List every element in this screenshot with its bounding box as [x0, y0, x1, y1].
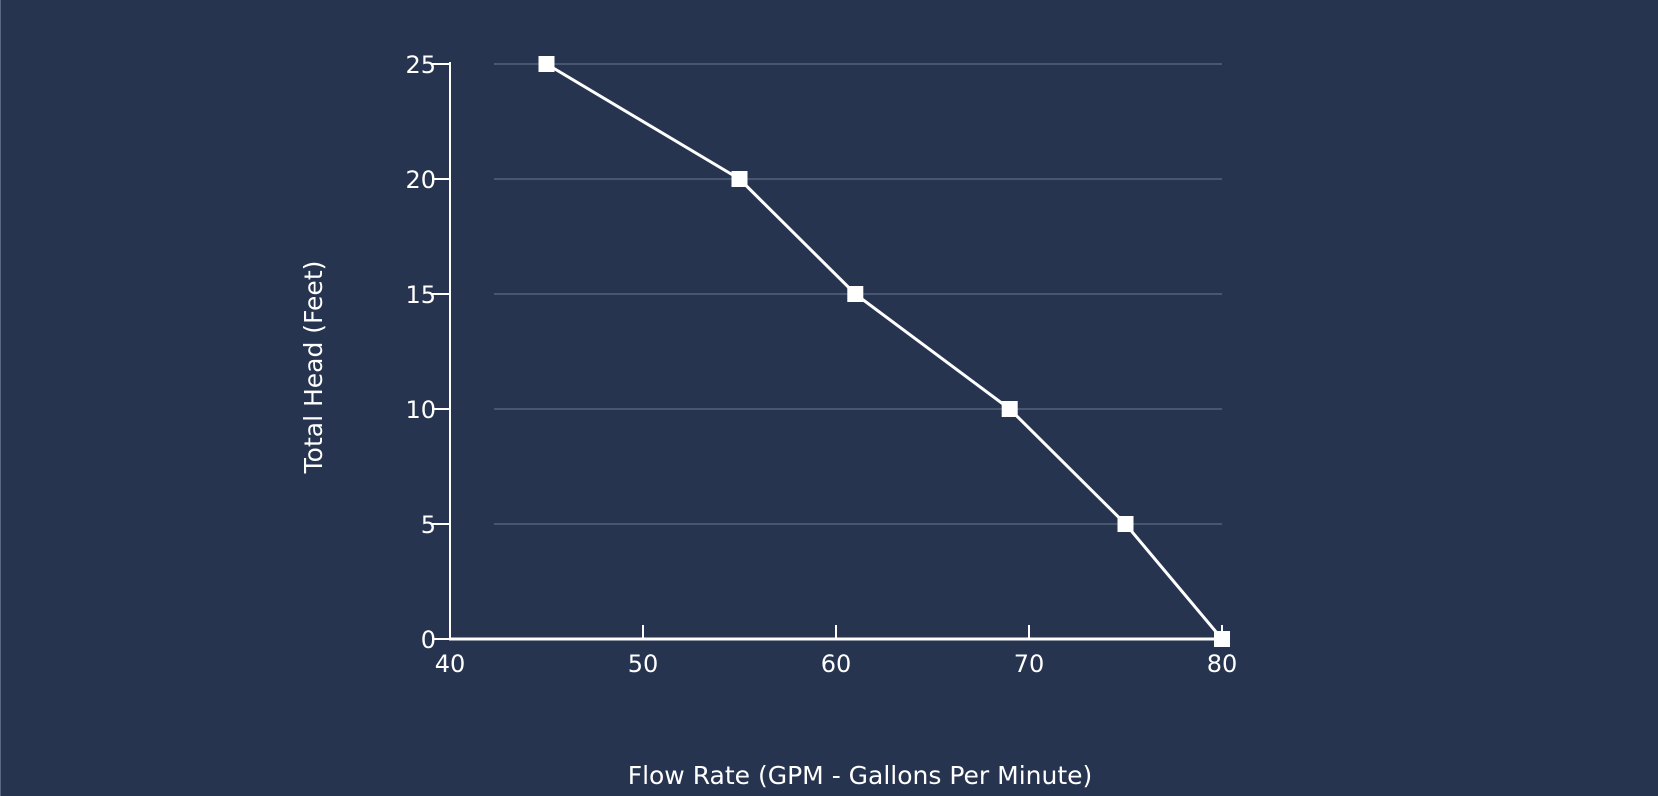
y-axis-title: Total Head (Feet): [299, 261, 328, 475]
y-tick-label-25: 25: [405, 51, 436, 79]
y-tick-label-15: 15: [405, 281, 436, 309]
x-axis-title: Flow Rate (GPM - Gallons Per Minute): [628, 761, 1093, 790]
x-tick-label-60: 60: [821, 650, 852, 678]
y-tick-label-20: 20: [405, 166, 436, 194]
y-tick-label-10: 10: [405, 396, 436, 424]
data-point-80-0: [1214, 631, 1230, 647]
data-point-61-15: [847, 286, 864, 302]
series-line-0: [545, 62, 1224, 640]
x-tick-label-40: 40: [435, 650, 466, 678]
gridlines: [494, 63, 1222, 525]
data-point-75-5: [1117, 516, 1134, 532]
data-point-69-10: [1001, 401, 1018, 417]
x-axis-ticks: 40 50 60 70 80: [435, 625, 1238, 678]
data-point-45-25: [538, 56, 555, 72]
axes: [449, 62, 1224, 641]
series-group: [538, 56, 1230, 647]
y-tick-label-0: 0: [421, 626, 436, 654]
y-axis-ticks: 0 5 10 15 20 25: [405, 51, 450, 654]
data-point-55-20: [731, 171, 748, 187]
y-tick-label-5: 5: [421, 511, 436, 539]
window-edge: [0, 0, 1, 796]
x-tick-label-70: 70: [1014, 650, 1045, 678]
x-tick-label-80: 80: [1207, 650, 1238, 678]
x-tick-label-50: 50: [628, 650, 659, 678]
